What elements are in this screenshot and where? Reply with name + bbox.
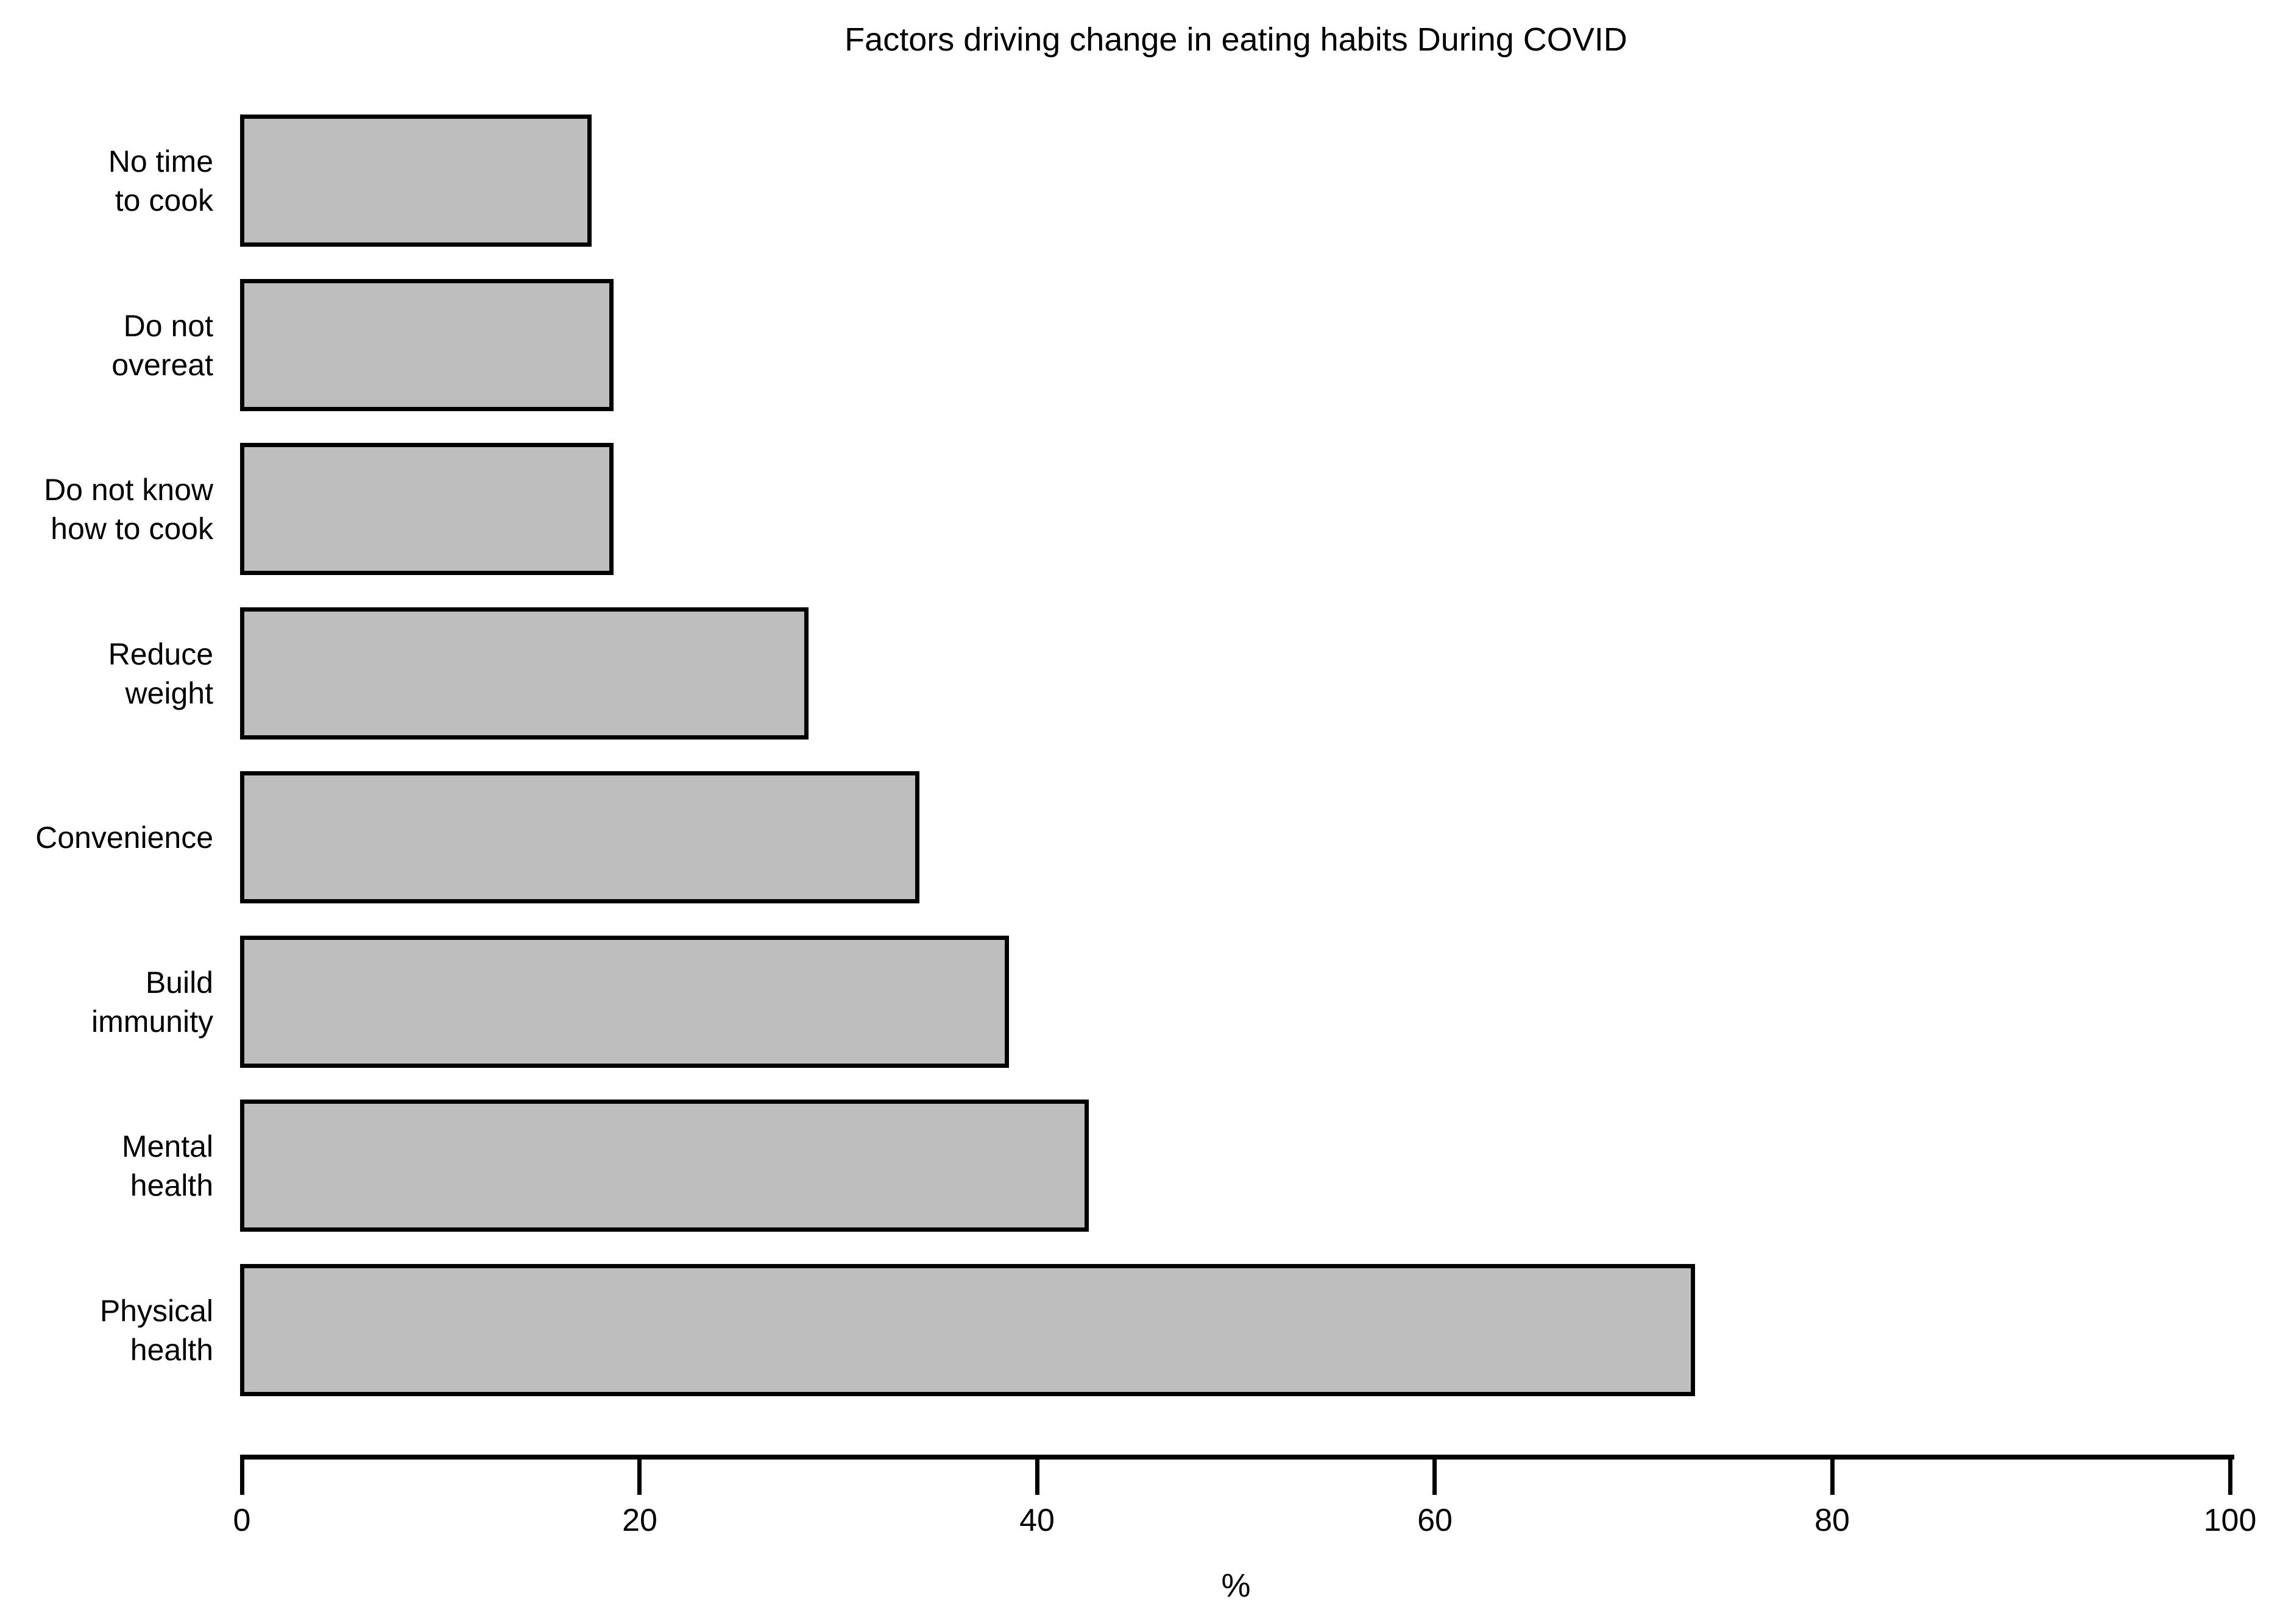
- x-axis-line: [240, 1455, 2234, 1460]
- x-tick-label: 20: [622, 1503, 657, 1538]
- bar: [240, 936, 1009, 1068]
- category-label: Convenience: [0, 771, 213, 903]
- category-label: Reduce weight: [0, 607, 213, 740]
- x-tick-label: 0: [233, 1503, 251, 1538]
- x-tick: [1830, 1457, 1835, 1495]
- x-tick-label: 100: [2203, 1503, 2257, 1538]
- category-label-line: Mental: [121, 1129, 213, 1163]
- category-label-line: Do not know: [44, 472, 213, 507]
- category-label-line: immunity: [91, 1004, 213, 1039]
- category-label-line: health: [130, 1168, 213, 1202]
- category-label-line: No time: [108, 144, 213, 178]
- category-label-line: overeat: [112, 347, 213, 382]
- bar: [240, 443, 614, 575]
- category-label: No time to cook: [0, 115, 213, 247]
- bar: [240, 771, 919, 903]
- category-label: Do not know how to cook: [0, 443, 213, 575]
- bar: [240, 1264, 1695, 1396]
- bar: [240, 1100, 1089, 1232]
- category-label: Do not overeat: [0, 279, 213, 411]
- category-label-line: Build: [145, 965, 213, 1000]
- category-label: Mental health: [0, 1100, 213, 1232]
- x-tick-label: 60: [1417, 1503, 1453, 1538]
- bar: [240, 607, 809, 740]
- x-tick: [1035, 1457, 1039, 1495]
- category-label-line: health: [130, 1332, 213, 1367]
- x-tick-label: 80: [1814, 1503, 1850, 1538]
- category-label-line: Do not: [123, 308, 213, 343]
- x-tick-label: 40: [1019, 1503, 1055, 1538]
- category-label-line: Physical: [99, 1293, 213, 1328]
- x-axis-label: %: [1221, 1567, 1251, 1604]
- category-label: Build immunity: [0, 936, 213, 1068]
- category-label-line: to cook: [115, 183, 213, 217]
- bar: [240, 115, 592, 247]
- category-label-line: how to cook: [51, 511, 213, 546]
- x-tick: [1432, 1457, 1437, 1495]
- category-label-line: weight: [125, 676, 213, 710]
- x-tick: [637, 1457, 642, 1495]
- x-tick: [240, 1457, 244, 1495]
- category-label-line: Reduce: [108, 637, 213, 671]
- chart-title: Factors driving change in eating habits …: [844, 21, 1627, 58]
- x-tick: [2228, 1457, 2232, 1495]
- category-label: Physical health: [0, 1264, 213, 1396]
- category-label-line: Convenience: [35, 820, 213, 855]
- bar: [240, 279, 614, 411]
